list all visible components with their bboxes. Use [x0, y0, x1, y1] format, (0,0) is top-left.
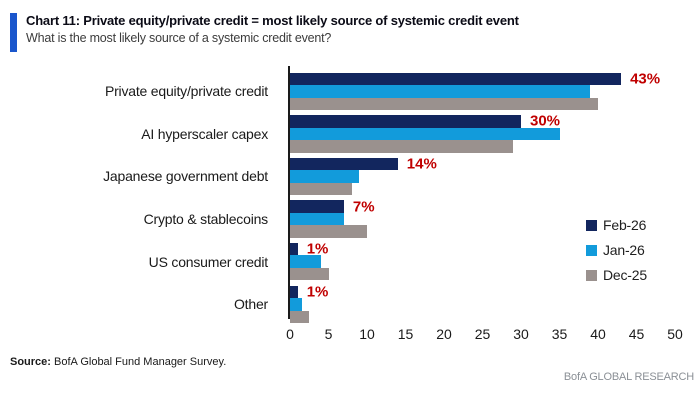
- bar-dec-25: [290, 182, 352, 196]
- legend-label-feb26: Feb-26: [603, 217, 647, 233]
- y-axis-line: [288, 66, 290, 319]
- source-line: Source: BofA Global Fund Manager Survey.: [10, 356, 226, 368]
- x-tick-label: 40: [590, 326, 606, 342]
- bar-feb-26: [290, 72, 622, 85]
- legend-item-jan26: Jan-26: [586, 242, 647, 258]
- category-label: AI hyperscaler capex: [141, 125, 268, 142]
- data-label: 43%: [630, 70, 661, 88]
- branding-text: BofA GLOBAL RESEARCH: [563, 371, 694, 383]
- data-label: 30%: [530, 112, 561, 130]
- x-tick-label: 50: [667, 326, 683, 342]
- category-label: Japanese government debt: [103, 168, 268, 185]
- category-label: Other: [233, 296, 268, 313]
- x-tick-label: 15: [397, 326, 414, 342]
- plot-area: 43% 30% 14% 7% 1% 1%: [290, 66, 680, 326]
- legend: Feb-26 Jan-26 Dec-25: [586, 217, 647, 283]
- bar-dec-25: [290, 225, 367, 238]
- x-tick-label: 0: [286, 326, 294, 342]
- data-label: 1%: [306, 283, 329, 301]
- bar-jan-26: [290, 212, 344, 226]
- bar-feb-26: [290, 285, 298, 298]
- data-label: 7%: [352, 198, 375, 216]
- source-text: BofA Global Fund Manager Survey.: [50, 356, 227, 368]
- x-tick-label: 35: [551, 326, 568, 342]
- bar-jan-26: [290, 170, 360, 183]
- bar-jan-26: [290, 127, 560, 141]
- legend-item-dec25: Dec-25: [586, 267, 647, 283]
- x-tick-label: 10: [359, 326, 375, 342]
- x-tick-label: 20: [436, 326, 452, 342]
- legend-item-feb26: Feb-26: [586, 217, 647, 233]
- bar-dec-25: [290, 310, 310, 323]
- bar-dec-25: [290, 140, 514, 153]
- bar-jan-26: [290, 255, 321, 268]
- legend-marker-feb26: [586, 219, 597, 231]
- legend-marker-jan26: [586, 244, 597, 256]
- title-accent-bar: [10, 13, 17, 52]
- category-label: Private equity/private credit: [104, 83, 268, 100]
- legend-marker-dec25: [586, 269, 597, 281]
- category-label: US consumer credit: [148, 253, 269, 270]
- category-label: Crypto & stablecoins: [143, 211, 269, 228]
- bar-dec-25: [290, 97, 598, 110]
- data-label: 14%: [406, 155, 437, 173]
- source-label: Source:: [10, 356, 51, 368]
- bar-feb-26: [290, 115, 521, 128]
- x-tick-label: 30: [513, 326, 529, 342]
- legend-label-jan26: Jan-26: [603, 242, 645, 258]
- x-tick-label: 45: [628, 326, 645, 342]
- chart-title: Chart 11: Private equity/private credit …: [26, 13, 519, 28]
- data-label: 1%: [306, 240, 329, 258]
- x-tick-label: 5: [324, 326, 333, 342]
- bar-feb-26: [290, 242, 298, 256]
- chart-subtitle: What is the most likely source of a syst…: [26, 31, 332, 45]
- legend-label-dec25: Dec-25: [603, 267, 647, 283]
- bar-dec-25: [290, 267, 329, 281]
- bar-feb-26: [290, 200, 344, 213]
- bar-jan-26: [290, 298, 302, 311]
- bar-feb-26: [290, 157, 398, 171]
- bar-jan-26: [290, 85, 591, 98]
- x-tick-label: 25: [474, 326, 491, 342]
